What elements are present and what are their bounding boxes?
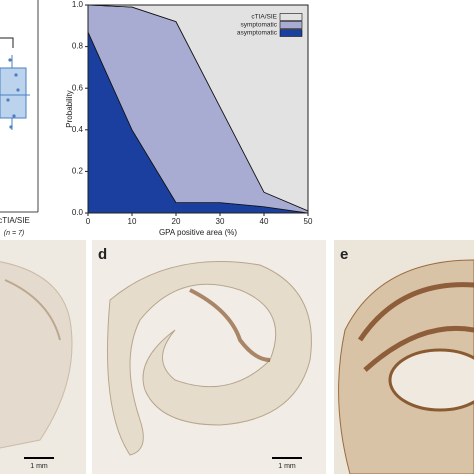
y-tick-label: 1.0 bbox=[72, 0, 84, 9]
y-tick-label: 0.8 bbox=[72, 42, 84, 51]
y-tick-label: 0.4 bbox=[72, 125, 84, 134]
tissue bbox=[4, 279, 61, 341]
point bbox=[8, 58, 12, 62]
point bbox=[16, 88, 20, 92]
point bbox=[9, 125, 13, 129]
box bbox=[0, 67, 27, 119]
x-tick-label: 20 bbox=[172, 217, 181, 226]
staining bbox=[189, 288, 271, 362]
lumen bbox=[388, 348, 474, 412]
tissue bbox=[107, 261, 312, 456]
panel-letter: e bbox=[340, 246, 348, 263]
scale-label: 1 mm bbox=[30, 463, 48, 470]
point bbox=[6, 98, 10, 102]
n-label: (n = 7) bbox=[4, 230, 24, 237]
y-tick-label: 0.0 bbox=[72, 208, 84, 217]
legend-swatch bbox=[279, 29, 303, 37]
tissue bbox=[0, 261, 73, 449]
significance-bracket bbox=[0, 37, 14, 48]
histology-images: d 1 mm 1 mm e bbox=[0, 240, 474, 474]
y-tick-label: 0.6 bbox=[72, 83, 84, 92]
legend-label: symptomatic bbox=[241, 22, 278, 29]
chart: 0.0 0.2 0.4 0.6 0.8 1.0 0 10 20 30 40 50 GPA positiv… bbox=[65, 0, 313, 237]
legend-label: asymptomatic bbox=[237, 30, 278, 37]
staining bbox=[357, 282, 474, 372]
x-tick-label: 0 bbox=[86, 217, 91, 226]
x-tick-label: 40 bbox=[260, 217, 269, 226]
point bbox=[14, 73, 18, 77]
point bbox=[12, 114, 16, 118]
x-tick-label: 10 bbox=[128, 217, 137, 226]
scale-label: 1 mm bbox=[278, 463, 296, 470]
plot-frame bbox=[87, 4, 309, 214]
x-axis-label: GPA positive area (%) bbox=[159, 228, 237, 237]
legend-label: cTIA/SIE bbox=[251, 14, 277, 21]
legend-swatch bbox=[279, 21, 303, 29]
panel-letter: d bbox=[98, 246, 107, 263]
y-tick-label: 0.2 bbox=[72, 167, 84, 176]
panel-a: cTIA/SIE (n = 7) bbox=[0, 0, 39, 237]
x-tick-label: 30 bbox=[216, 217, 225, 226]
y-axis-label: Probability bbox=[65, 90, 74, 127]
legend-swatch bbox=[279, 13, 303, 21]
category-label: cTIA/SIE bbox=[0, 216, 30, 225]
x-tick-label: 50 bbox=[304, 217, 313, 226]
